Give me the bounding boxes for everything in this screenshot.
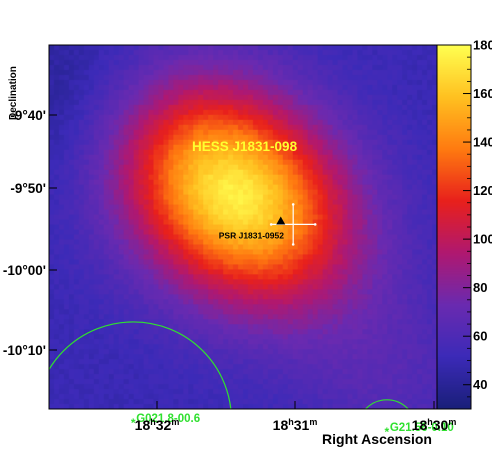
snr-label-g21-56: G21.56-0.10 [390, 422, 454, 434]
snr-circle-g21-56 [364, 399, 409, 409]
snr-markers: * * G021.8-00.6 G21.56-0.10 [131, 413, 454, 439]
y-tick-label: -9°40' [10, 108, 46, 123]
snr-label-g021-8: G021.8-00.6 [136, 413, 200, 425]
pulsar-label: PSR J1831-0952 [219, 230, 284, 240]
cross-endpoint [291, 243, 295, 246]
x-tick-label: 18h30m [412, 417, 457, 433]
colorbar-tick-label: 120 [473, 183, 492, 198]
source-label: HESS J1831-098 [192, 139, 298, 154]
y-tick-label: -10°00' [3, 263, 46, 278]
snr-overlays [49, 321, 409, 409]
colorbar-tick-label: 60 [473, 329, 487, 344]
colorbar: 40 60 80 100 120 140 160 180 [436, 38, 492, 410]
colorbar-tick-label: 160 [473, 86, 492, 101]
colorbar-tick-label: 40 [473, 377, 487, 392]
colorbar-tick-label: 180 [473, 38, 492, 53]
x-tick-label: 18h31m [273, 417, 318, 433]
cross-endpoint [269, 223, 273, 226]
colorbar-ticks: 40 60 80 100 120 140 160 180 [463, 38, 492, 410]
colorbar-tick-label: 80 [473, 280, 487, 295]
y-tick-label: -9°50' [10, 181, 46, 196]
snr-marker-g21-56: * [385, 425, 390, 439]
y-axis: -9°40' -9°50' -10°00' -10°10' [3, 108, 57, 358]
snr-circle-g021-8 [49, 321, 232, 409]
colorbar-gradient-image [437, 45, 471, 409]
pulsar-marker [276, 216, 286, 225]
heatmap-plot-area: * * G021.8-00.6 G21.56-0.10 PSR J1831-09… [48, 44, 454, 439]
colorbar-tick-label: 140 [473, 135, 492, 150]
significance-heatmap [49, 45, 437, 409]
colorbar-tick-label: 100 [473, 232, 492, 247]
cross-endpoint [291, 203, 295, 206]
cross-endpoint [313, 223, 317, 226]
x-axis: 18h32m 18h31m 18h30m [135, 401, 457, 433]
x-axis-label: Right Ascension [322, 431, 432, 447]
y-axis-label: Declination [8, 66, 19, 120]
y-tick-label: -10°10' [3, 343, 46, 358]
x-tick-label: 18h32m [135, 417, 180, 433]
snr-marker-g021-8: * [131, 416, 136, 430]
